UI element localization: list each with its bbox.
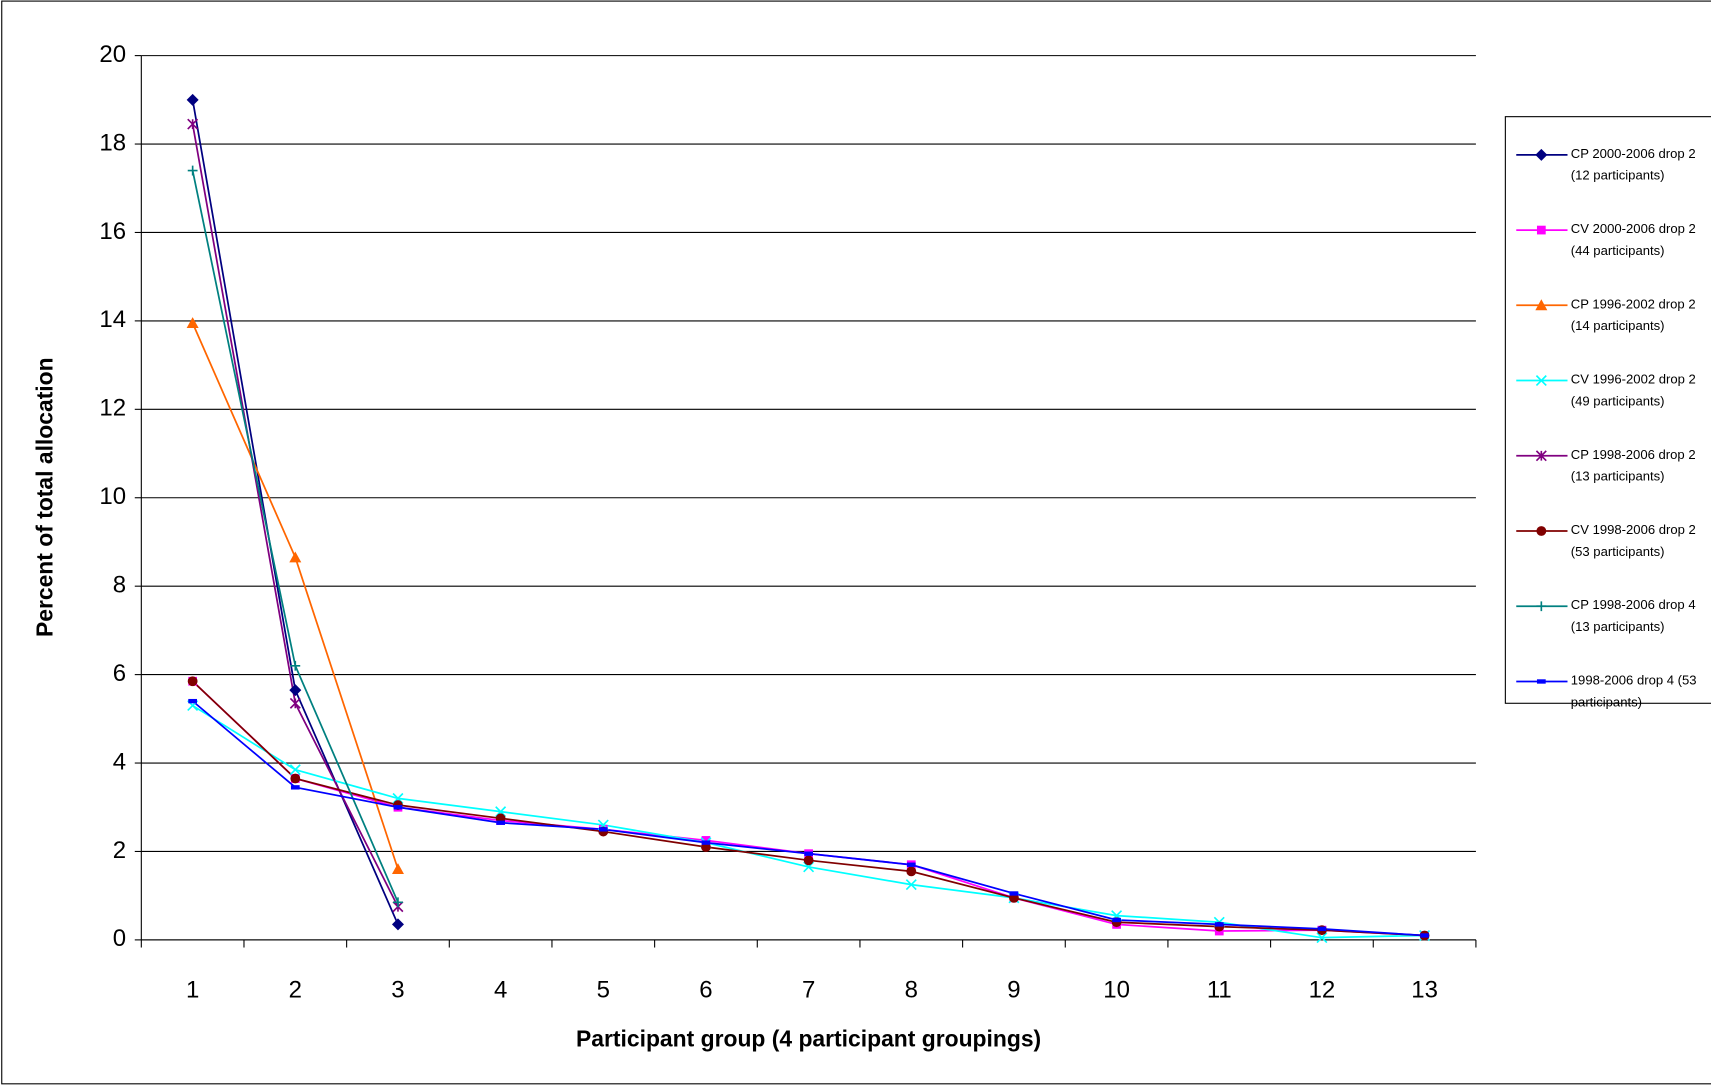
marker xyxy=(1009,891,1019,896)
marker xyxy=(391,863,404,875)
x-tick-label: 1 xyxy=(186,976,199,1003)
y-tick-label: 6 xyxy=(113,660,126,687)
marker xyxy=(188,698,198,704)
marker xyxy=(289,551,302,563)
legend-label: 1998-2006 drop 4 (53 participants) xyxy=(1571,673,1697,710)
x-tick-label: 7 xyxy=(802,976,815,1003)
y-tick-label: 18 xyxy=(99,129,126,156)
marker xyxy=(289,764,301,776)
marker xyxy=(186,317,199,329)
marker xyxy=(187,676,198,687)
marker xyxy=(1535,375,1547,387)
x-tick-label: 10 xyxy=(1103,976,1130,1003)
x-tick-label: 3 xyxy=(391,976,404,1003)
marker xyxy=(1536,526,1547,536)
marker xyxy=(393,805,403,810)
marker xyxy=(290,785,300,790)
legend-label: CV 2000-2006 drop 2 (44 participants) xyxy=(1571,222,1696,259)
x-tick-label: 11 xyxy=(1207,976,1232,1003)
marker xyxy=(906,866,917,877)
marker xyxy=(1536,679,1546,684)
marker xyxy=(701,836,711,845)
y-tick-label: 2 xyxy=(113,837,126,864)
x-tick-label: 8 xyxy=(905,976,918,1003)
marker xyxy=(598,827,608,832)
marker xyxy=(1316,932,1328,944)
marker xyxy=(1535,299,1548,311)
legend-label: CP 1998-2006 drop 2 (13 participants) xyxy=(1571,447,1696,484)
marker xyxy=(1112,917,1121,923)
legend-label: CP 1996-2002 drop 2 (14 participants) xyxy=(1571,297,1696,334)
marker xyxy=(289,684,302,697)
legend-label: CP 2000-2006 drop 2 (12 participants) xyxy=(1571,146,1696,183)
marker xyxy=(1420,933,1429,938)
legend-label: CV 1996-2002 drop 2 (49 participants) xyxy=(1571,372,1696,409)
marker xyxy=(803,855,814,866)
marker xyxy=(906,862,916,867)
marker xyxy=(1535,450,1547,462)
x-tick-label: 12 xyxy=(1309,976,1336,1003)
marker xyxy=(290,660,301,671)
marker xyxy=(1214,922,1224,927)
marker xyxy=(187,165,198,176)
y-tick-label: 16 xyxy=(99,218,126,245)
x-tick-label: 13 xyxy=(1411,976,1438,1003)
x-tick-label: 9 xyxy=(1007,976,1020,1003)
x-tick-label: 5 xyxy=(597,976,610,1003)
marker xyxy=(804,851,813,856)
marker xyxy=(393,897,403,908)
y-tick-label: 14 xyxy=(99,306,126,333)
x-tick-label: 4 xyxy=(494,976,507,1003)
marker xyxy=(701,840,711,845)
marker xyxy=(1536,225,1546,235)
marker xyxy=(290,773,301,784)
marker xyxy=(1535,148,1548,161)
marker xyxy=(391,918,404,931)
legend-label: CP 1998-2006 drop 4 (13 participants) xyxy=(1571,598,1696,635)
y-tick-label: 4 xyxy=(113,748,126,775)
x-tick-label: 6 xyxy=(699,976,712,1003)
marker xyxy=(1317,926,1327,932)
y-tick-label: 10 xyxy=(99,483,126,510)
marker xyxy=(1536,601,1547,612)
x-axis-title: Participant group (4 participant groupin… xyxy=(576,1025,1041,1051)
legend-label: CV 1998-2006 drop 2 (53 participants) xyxy=(1571,522,1696,559)
marker xyxy=(905,879,917,891)
y-tick-label: 0 xyxy=(113,925,126,952)
y-tick-label: 8 xyxy=(113,572,126,599)
marker xyxy=(496,820,505,825)
y-tick-label: 20 xyxy=(99,41,126,68)
y-tick-label: 12 xyxy=(99,395,126,422)
marker xyxy=(289,697,301,709)
legend-box xyxy=(1504,116,1711,704)
y-axis-title: Percent of total allocation xyxy=(31,357,57,637)
marker xyxy=(187,118,199,130)
x-tick-label: 2 xyxy=(289,976,302,1003)
marker xyxy=(186,93,199,106)
